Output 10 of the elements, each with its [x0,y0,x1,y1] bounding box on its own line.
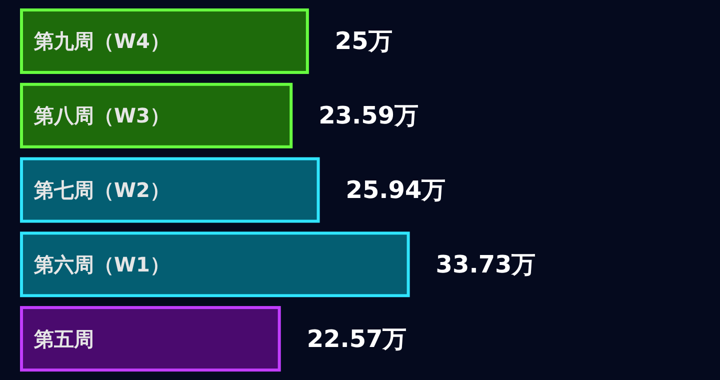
data-label: 25万 [334,27,392,56]
y-tick-label: 第八周（W3） [33,104,170,128]
y-tick-label: 第五周 [33,326,94,351]
data-label: 33.73万 [436,250,536,278]
y-tick-label: 第九周（W4） [33,29,170,54]
data-label: 22.57万 [306,324,407,353]
y-tick-label: 第七周（W2） [33,178,170,202]
y-tick-label: 第六周（W1） [33,252,170,276]
data-label: 25.94万 [346,176,446,204]
data-label: 23.59万 [318,102,419,130]
